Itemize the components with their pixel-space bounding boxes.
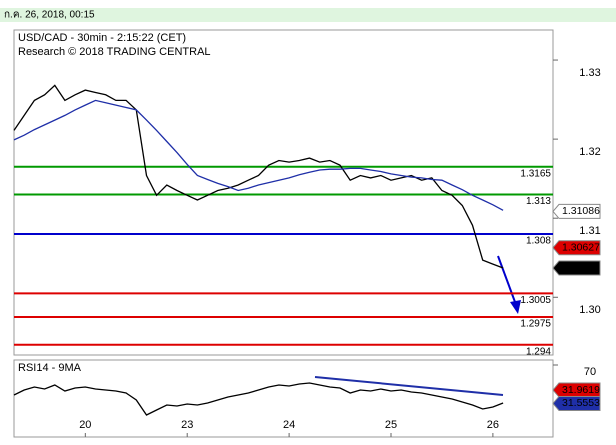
forecast-arrow: [497, 255, 516, 303]
price-tag: [552, 260, 601, 276]
price-tag: [552, 395, 601, 411]
price-tag: [552, 203, 601, 219]
level-label: 1.3165: [520, 168, 551, 179]
level-label: 1.2975: [520, 319, 551, 330]
chart-subtitle: Research © 2018 TRADING CENTRAL: [18, 46, 211, 58]
x-tick-label: 26: [487, 419, 499, 431]
y-tick-label: 1.33: [579, 67, 600, 79]
price-tag-label: 31.9619: [562, 384, 600, 396]
level-label: 1.3005: [520, 295, 551, 306]
price-tag: [552, 240, 601, 256]
chart-title: USD/CAD - 30min - 2:15:22 (CET): [18, 32, 186, 44]
forecast-arrow-head: [510, 300, 521, 314]
level-label: 1.294: [526, 346, 551, 357]
header-bar: [0, 8, 616, 22]
y-tick-label: 1.30: [579, 304, 600, 316]
x-tick-label: 25: [385, 419, 397, 431]
y-tick-label: 70: [584, 366, 596, 378]
rsi-panel: [13, 359, 554, 438]
trend-line: [314, 376, 504, 396]
main-panel: [13, 29, 554, 356]
level-label: 1.308: [526, 236, 551, 247]
price-tag-label: 1.3037: [562, 262, 594, 274]
series-line: [13, 382, 504, 416]
rsi-title: RSI14 - 9MA: [18, 362, 82, 374]
x-tick-label: 24: [283, 419, 295, 431]
y-tick-label: 1.32: [579, 146, 600, 158]
price-tag: [552, 382, 601, 398]
price-tag-label: 1.30627: [562, 241, 600, 253]
timestamp: ก.ค. 26, 2018, 00:15: [4, 10, 95, 21]
price-tag-label: 31.5553: [562, 397, 600, 409]
y-tick-label: 1.31: [579, 225, 600, 237]
series-line: [13, 99, 504, 211]
x-tick-label: 20: [79, 419, 91, 431]
series-line: [13, 84, 504, 269]
price-tag-label: 1.31086: [562, 205, 600, 217]
x-tick-label: 23: [181, 419, 193, 431]
level-label: 1.313: [526, 196, 551, 207]
